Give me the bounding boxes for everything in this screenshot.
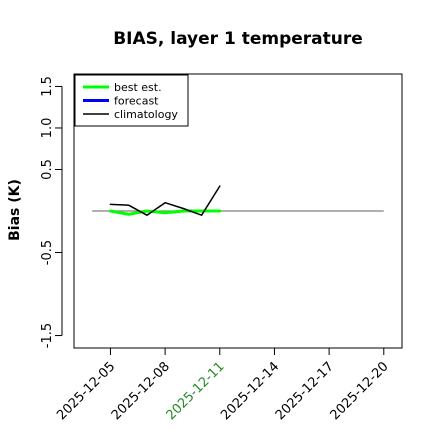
- plot-area: [92, 185, 384, 216]
- legend-label: climatology: [114, 108, 178, 121]
- y-tick-label: -0.5: [40, 240, 55, 265]
- series-line-climatology: [109, 185, 221, 216]
- legend-label: best est.: [114, 81, 162, 94]
- y-tick-label: 1.5: [40, 76, 55, 97]
- y-tick-label: -1.5: [40, 323, 55, 348]
- y-axis-label: Bias (K): [7, 179, 23, 241]
- y-tick-label: 1.0: [40, 118, 55, 139]
- series-line-best-est: [108, 209, 222, 216]
- x-tick-label: 2025-12-20: [328, 359, 392, 423]
- y-tick-label: 0.5: [40, 159, 55, 180]
- x-axis: 2025-12-052025-12-082025-12-112025-12-14…: [54, 347, 392, 423]
- legend-label: forecast: [114, 95, 159, 108]
- y-axis: -1.5 -0.5 0.5 1.0 1.5: [40, 76, 63, 348]
- chart-title: BIAS, layer 1 temperature: [113, 29, 363, 49]
